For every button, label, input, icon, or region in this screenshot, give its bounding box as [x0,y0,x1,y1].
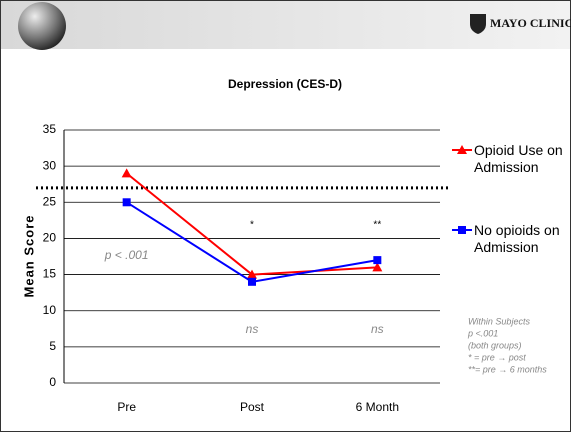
annotation: ** [373,220,381,231]
y-tick-label: 20 [43,231,57,245]
note-line: (both groups) [468,340,522,350]
legend-label: No opioids on Admission [474,222,560,255]
point [457,145,467,154]
x-tick-label: 6 Month [356,400,399,414]
logo-shield [470,14,486,34]
note-line: p <.001 [467,328,498,338]
annotation: ns [371,322,384,336]
y-axis-label: Mean Score [21,215,36,298]
point [122,198,131,207]
note-line: * = pre → post [468,352,526,362]
y-tick-label: 35 [43,122,57,136]
y-tick-label: 10 [43,303,57,317]
chart-title: Depression (CES-D) [228,77,342,91]
y-tick-label: 30 [43,158,57,172]
annotation: ns [246,322,259,336]
point [248,277,256,286]
x-tick-label: Post [240,400,265,414]
point [458,226,466,234]
point [372,262,383,272]
annotation: * [250,220,254,231]
legend-label: Opioid Use on Admission [474,142,563,175]
point [247,269,257,279]
y-tick-label: 5 [49,339,56,353]
note-line: **= pre → 6 months [468,364,547,374]
globe [18,2,66,50]
x-tick-label: Pre [117,400,136,414]
note-line: Within Subjects [468,316,530,326]
y-tick-label: 0 [49,375,56,389]
point [121,168,132,178]
annotation: p < .001 [104,248,149,262]
logo-text: MAYO CLINIC [490,16,571,30]
point [373,256,382,265]
y-tick-label: 15 [43,267,57,281]
y-tick-label: 25 [43,194,57,208]
